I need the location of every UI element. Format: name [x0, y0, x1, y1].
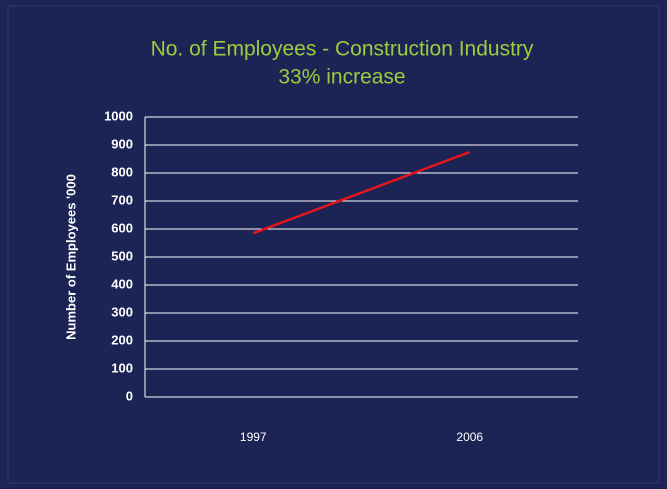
y-tick-label: 100: [111, 360, 133, 375]
chart-subtitle: 33% increase: [278, 66, 405, 89]
y-tick-label: 800: [111, 164, 133, 179]
y-tick-label: 700: [111, 192, 133, 207]
frame: [7, 5, 660, 484]
data-line: [252, 150, 471, 235]
x-tick-label: 1997: [240, 430, 267, 444]
y-tick-label: 400: [111, 276, 133, 291]
y-tick-label: 500: [111, 248, 133, 263]
y-tick-label: 0: [126, 388, 133, 403]
y-tick-label: 600: [111, 220, 133, 235]
y-tick-label: 300: [111, 304, 133, 319]
y-tick-label: 900: [111, 136, 133, 151]
y-tick-label: 1000: [104, 108, 133, 123]
chart-title: No. of Employees - Construction Industry: [151, 38, 534, 61]
x-tick-label: 2006: [456, 430, 483, 444]
y-axis-label: Number of Employees '000: [63, 174, 78, 340]
y-tick-label: 200: [111, 332, 133, 347]
